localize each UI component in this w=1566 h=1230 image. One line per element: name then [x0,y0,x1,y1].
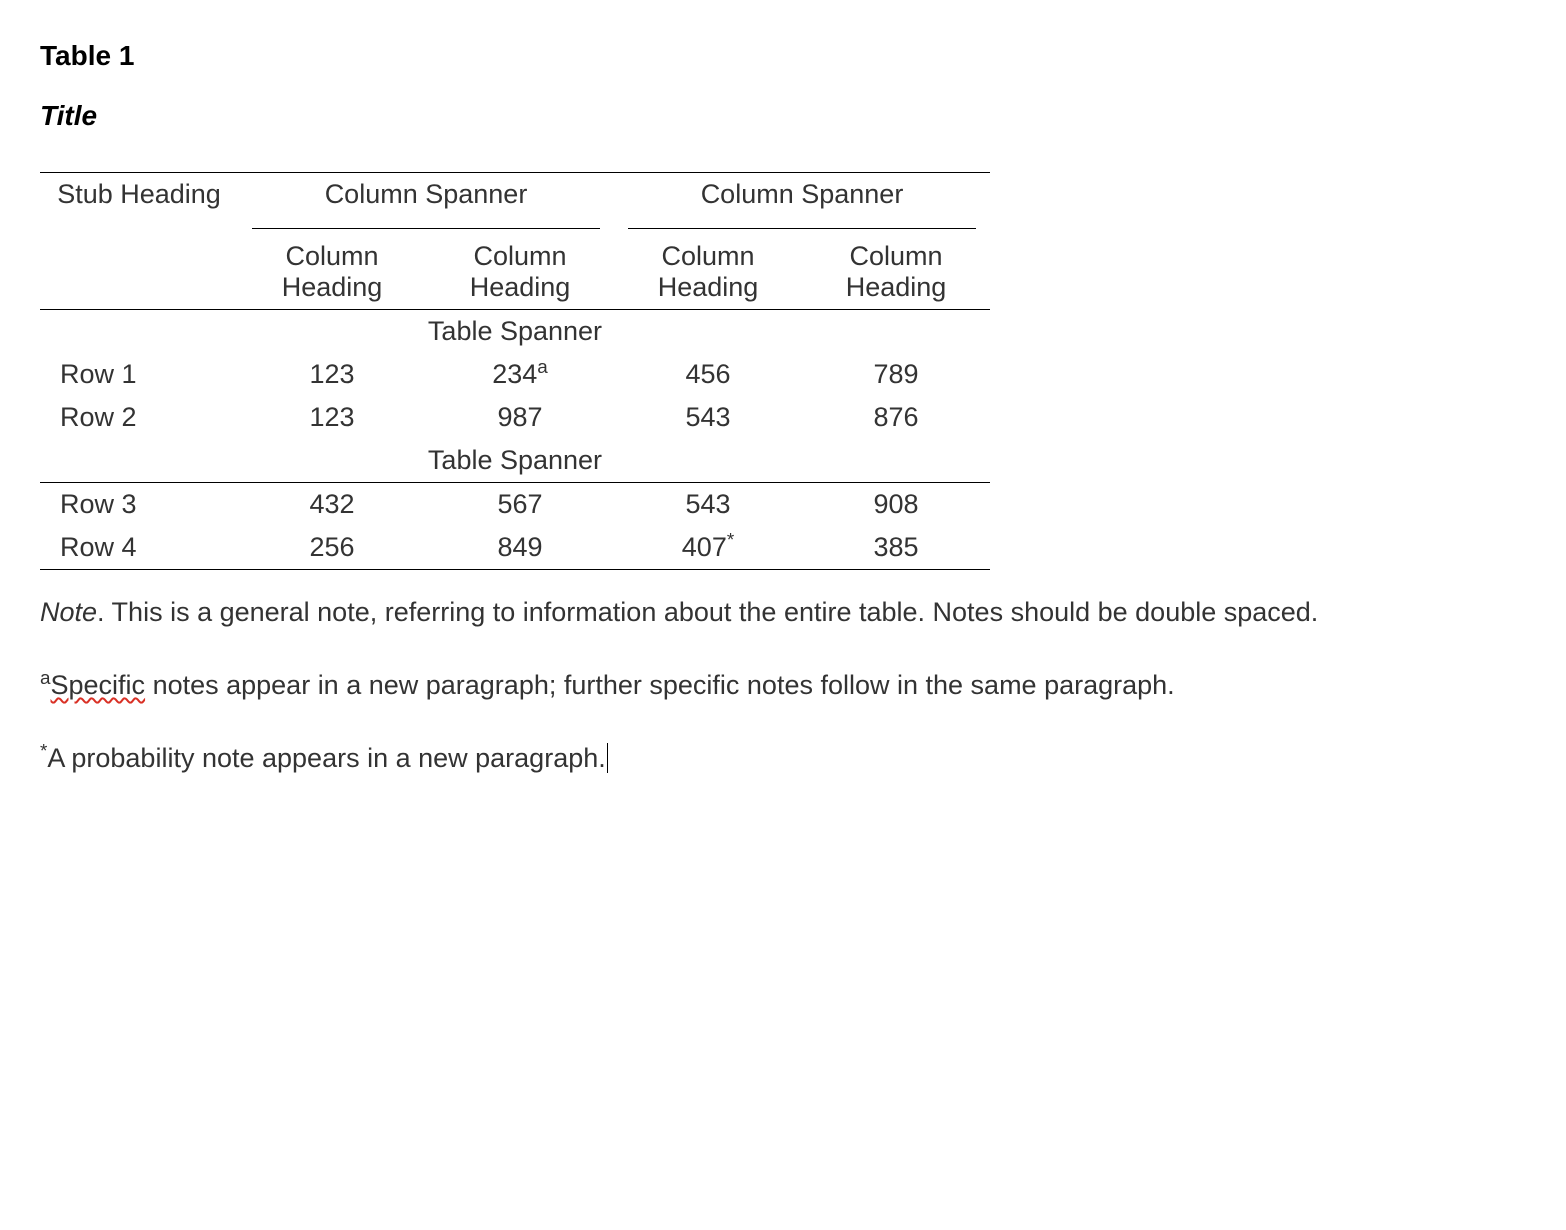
row-label: Row 1 [40,353,238,396]
cell-value: 234 [492,359,537,389]
text-cursor [607,743,608,773]
table-row: Row 3 432 567 543 908 [40,483,990,527]
probability-note: *A probability note appears in a new par… [40,726,1520,791]
table-spanner-row: Table Spanner [40,439,990,483]
cell: 908 [802,483,990,527]
stub-heading: Stub Heading [40,173,238,310]
specific-note-text: notes appear in a new paragraph; further… [145,670,1175,700]
cell: 543 [614,396,802,439]
cell: 456 [614,353,802,396]
cell: 432 [238,483,426,527]
column-heading-1: Column Heading [238,235,426,310]
cell: 987 [426,396,614,439]
table-notes: Note. This is a general note, referring … [40,580,1520,790]
table-row: Row 1 123 234a 456 789 [40,353,990,396]
cell: 849 [426,526,614,570]
table-row: Row 2 123 987 543 876 [40,396,990,439]
probability-note-text: A probability note appears in a new para… [47,743,605,773]
column-heading-2: Column Heading [426,235,614,310]
data-table: Stub Heading Column Spanner Column Spann… [40,172,990,570]
row-label: Row 3 [40,483,238,527]
column-heading-3: Column Heading [614,235,802,310]
column-spanner-b-label: Column Spanner [628,179,976,229]
cell: 876 [802,396,990,439]
table-spanner-row: Table Spanner [40,310,990,354]
general-note: Note. This is a general note, referring … [40,580,1520,645]
cell: 234a [426,353,614,396]
general-note-text: . This is a general note, referring to i… [97,597,1318,627]
cell: 385 [802,526,990,570]
cell: 123 [238,353,426,396]
cell-superscript: a [537,357,548,378]
cell-superscript: * [727,530,734,551]
column-spanner-a: Column Spanner [238,173,614,236]
table-spanner-2: Table Spanner [40,439,990,483]
specific-note-marker: a [40,668,51,689]
column-spanner-b: Column Spanner [614,173,990,236]
cell: 567 [426,483,614,527]
column-spanner-a-label: Column Spanner [252,179,600,229]
cell: 256 [238,526,426,570]
note-label: Note [40,597,97,627]
cell: 407* [614,526,802,570]
cell-value: 407 [682,532,727,562]
cell: 543 [614,483,802,527]
row-label: Row 2 [40,396,238,439]
cell: 123 [238,396,426,439]
table-title: Title [40,100,1526,132]
column-heading-4: Column Heading [802,235,990,310]
table-number: Table 1 [40,40,1526,72]
spellcheck-word: Specific [51,670,146,700]
specific-note: aSpecific notes appear in a new paragrap… [40,653,1520,718]
row-label: Row 4 [40,526,238,570]
header-row-spanners: Stub Heading Column Spanner Column Spann… [40,173,990,236]
table-row: Row 4 256 849 407* 385 [40,526,990,570]
cell: 789 [802,353,990,396]
table-spanner-1: Table Spanner [40,310,990,354]
